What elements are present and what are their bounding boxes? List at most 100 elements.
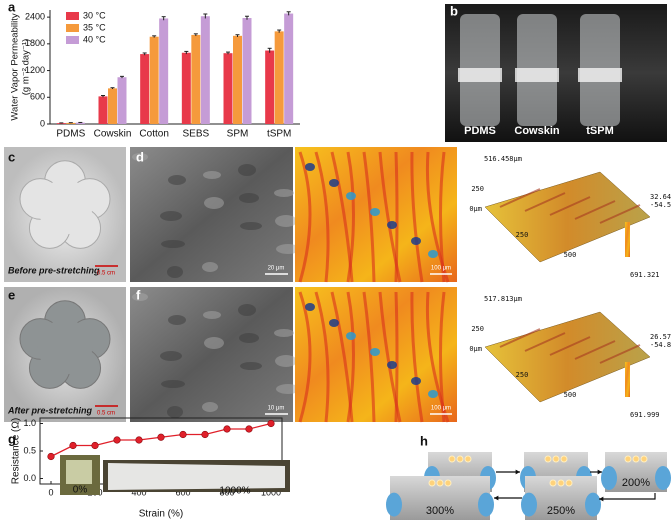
sem-texture	[161, 240, 185, 248]
arrow-head	[599, 496, 604, 502]
map-ridge	[410, 151, 424, 283]
surface-ridge	[574, 340, 616, 360]
legend-swatch	[66, 24, 79, 32]
map-ridge	[394, 151, 399, 283]
scale-label: 0.5 cm	[97, 271, 115, 277]
map-ridge	[314, 291, 330, 423]
scale-label: 0.5 cm	[97, 411, 115, 417]
scale-label: 10 μm	[268, 406, 285, 412]
x-axis-title: Strain (%)	[139, 509, 183, 520]
led	[624, 455, 632, 463]
surface-ridge	[524, 192, 566, 212]
sem-texture	[167, 266, 183, 278]
y-tick-label: 1200	[25, 65, 45, 75]
arrow-head	[494, 495, 499, 501]
photo-label: tSPM	[586, 125, 614, 137]
panel-letter: b	[450, 3, 458, 18]
surface-axis-label: 250	[471, 325, 484, 333]
led	[557, 479, 565, 487]
surface-axis-label: 250	[471, 185, 484, 193]
strain-label: 300%	[426, 505, 454, 517]
legend-label: 40 °C	[83, 34, 106, 44]
sem-texture	[203, 171, 221, 179]
bar	[274, 31, 284, 124]
sem-texture	[132, 293, 148, 301]
glove	[521, 492, 537, 517]
surface-axis-label: 250	[516, 371, 529, 379]
data-point	[267, 419, 275, 428]
sem-texture	[160, 351, 182, 361]
bar	[181, 52, 191, 124]
surface-axis-label: 0μm	[469, 345, 482, 353]
sem-texture	[161, 380, 185, 388]
surface-ridge	[549, 336, 591, 356]
colorbar	[625, 362, 630, 397]
panel-letter: e	[8, 287, 15, 302]
surface-axis-label: 691.999	[630, 411, 660, 419]
surface-ridge	[549, 196, 591, 216]
map-ridge	[362, 291, 376, 423]
inset-label: 0%	[73, 485, 88, 496]
photo-label: PDMS	[464, 125, 496, 137]
surface-ridge	[524, 332, 566, 352]
data-point	[179, 430, 187, 439]
led	[640, 455, 648, 463]
arrow-head	[597, 469, 602, 475]
inset-label: 1000%	[219, 486, 250, 497]
bar	[117, 77, 127, 124]
map-pit	[428, 250, 438, 258]
sem-image	[130, 287, 293, 422]
surface-axis-label: 0μm	[469, 205, 482, 213]
sem-texture	[167, 406, 183, 418]
map-pit	[411, 377, 421, 385]
led	[632, 455, 640, 463]
x-tick-label: 400	[131, 487, 146, 497]
led	[464, 455, 472, 463]
bar	[200, 16, 210, 124]
y-axis-title: Resistance (Ω)	[11, 418, 22, 484]
surface-axis-label: 691.321	[630, 271, 660, 279]
vial-band	[458, 68, 502, 82]
bar	[284, 13, 294, 124]
bar	[98, 96, 108, 124]
data-point	[201, 430, 209, 439]
scale-label: 20 μm	[268, 266, 285, 272]
bar	[191, 34, 201, 124]
map-pit	[387, 221, 397, 229]
glove	[478, 492, 494, 517]
bar	[108, 88, 117, 124]
led	[560, 455, 568, 463]
map-pit	[370, 208, 380, 216]
glove	[386, 492, 402, 517]
vial-band	[515, 68, 559, 82]
led	[552, 455, 560, 463]
bar	[265, 50, 275, 124]
sem-texture	[168, 315, 186, 325]
map-pit	[411, 237, 421, 245]
glove	[601, 466, 617, 490]
surface-ridge	[499, 328, 541, 348]
y-tick-label: 0.0	[23, 473, 36, 483]
vial-band	[578, 68, 622, 82]
surface-ridge	[574, 200, 616, 220]
glove	[655, 466, 671, 490]
data-point	[91, 441, 99, 450]
scale-label: 100 μm	[431, 266, 451, 272]
led	[436, 479, 444, 487]
bar	[223, 53, 233, 124]
map-ridge	[410, 291, 424, 423]
sem-image	[130, 147, 293, 282]
map-pit	[305, 163, 315, 171]
panel-letter: f	[136, 287, 141, 302]
sem-texture	[238, 304, 256, 316]
x-tick-label: SPM	[227, 129, 249, 140]
map-ridge	[346, 291, 355, 423]
surface-axis-label: -54.811	[650, 341, 671, 349]
panel-letter: g	[8, 431, 16, 446]
led	[456, 455, 464, 463]
map-pit	[387, 361, 397, 369]
bar	[233, 35, 242, 124]
sem-texture	[204, 337, 224, 349]
sem-texture	[274, 329, 294, 337]
caption: Before pre-stretching	[8, 265, 100, 275]
